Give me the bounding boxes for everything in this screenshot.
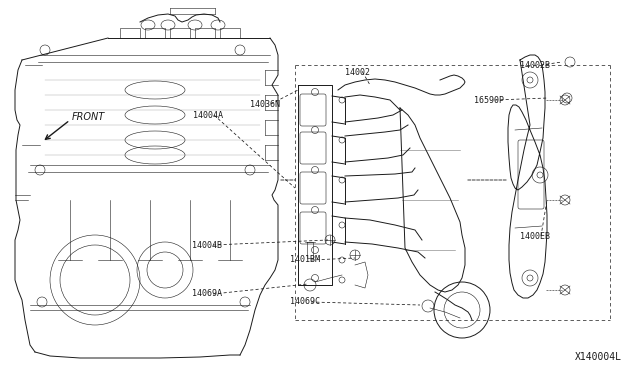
Text: 1400EB: 1400EB	[520, 231, 550, 241]
Text: 14002: 14002	[345, 67, 370, 77]
Text: 1401BM: 1401BM	[290, 256, 320, 264]
Text: 16590P: 16590P	[474, 96, 504, 105]
Text: 14004B: 14004B	[192, 241, 222, 250]
Text: 14004A: 14004A	[193, 110, 223, 119]
Text: FRONT: FRONT	[72, 112, 105, 122]
Text: 14069A: 14069A	[192, 289, 222, 298]
Text: 14002B: 14002B	[520, 61, 550, 70]
Text: 14069C: 14069C	[290, 298, 320, 307]
Text: 14036N: 14036N	[250, 99, 280, 109]
Text: X140004L: X140004L	[575, 352, 622, 362]
